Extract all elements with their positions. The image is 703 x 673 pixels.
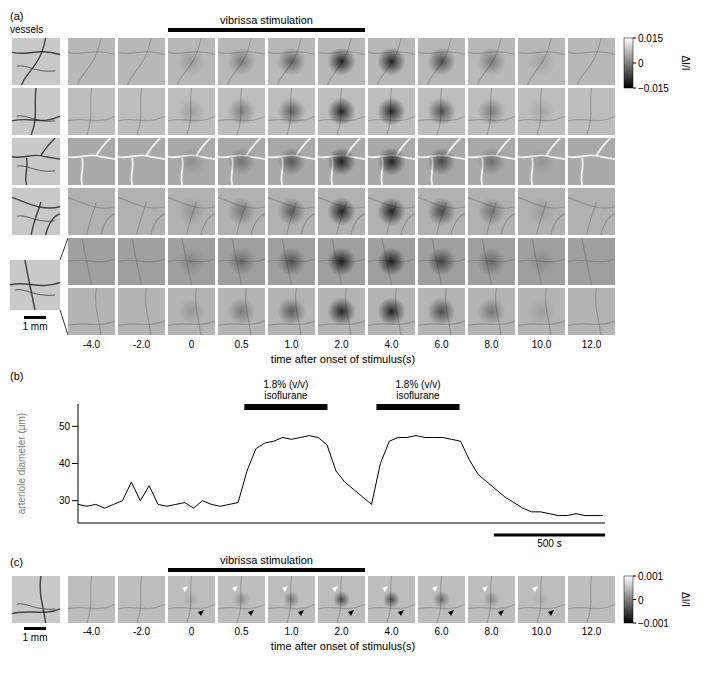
svg-text:(a): (a) — [10, 10, 23, 22]
svg-text:1.8% (v/v)isoflurane: 1.8% (v/v)isoflurane — [395, 379, 440, 401]
svg-text:2.0: 2.0 — [335, 339, 349, 350]
svg-text:12.0: 12.0 — [582, 339, 602, 350]
svg-text:10.0: 10.0 — [532, 339, 552, 350]
svg-text:-4.0: -4.0 — [83, 626, 101, 637]
html-text:(b): (b) — [10, 370, 24, 382]
svg-text:ΔI/I: ΔI/I — [680, 55, 691, 70]
svg-text:0.5: 0.5 — [235, 626, 249, 637]
svg-text:6.0: 6.0 — [435, 626, 449, 637]
svg-text:vibrissa stimulation: vibrissa stimulation — [220, 554, 313, 566]
svg-text:vessels: vessels — [10, 24, 43, 35]
svg-text:6.0: 6.0 — [435, 339, 449, 350]
svg-text:2.0: 2.0 — [335, 626, 349, 637]
svg-text:500 s: 500 s — [537, 538, 561, 549]
svg-text:1.0: 1.0 — [285, 339, 299, 350]
svg-text:0: 0 — [189, 339, 195, 350]
svg-text:0: 0 — [189, 626, 195, 637]
svg-text:arteriole diameter (μm): arteriole diameter (μm) — [16, 413, 27, 514]
svg-text:-2.0: -2.0 — [133, 626, 151, 637]
svg-text:0: 0 — [638, 595, 644, 606]
svg-text:12.0: 12.0 — [582, 626, 602, 637]
svg-text:-4.0: -4.0 — [83, 339, 101, 350]
svg-text:10.0: 10.0 — [532, 626, 552, 637]
svg-text:0.001: 0.001 — [638, 571, 663, 582]
svg-text:0.015: 0.015 — [638, 33, 663, 44]
svg-text:time after onset of stimulus(s: time after onset of stimulus(s) — [271, 640, 415, 652]
svg-text:time after onset of stimulus(s: time after onset of stimulus(s) — [271, 353, 415, 365]
svg-text:50: 50 — [59, 421, 71, 432]
svg-text:8.0: 8.0 — [485, 339, 499, 350]
svg-text:−0.001: −0.001 — [638, 618, 669, 629]
svg-text:1.8% (v/v)isoflurane: 1.8% (v/v)isoflurane — [263, 379, 308, 401]
svg-text:4.0: 4.0 — [385, 626, 399, 637]
svg-text:vibrissa stimulation: vibrissa stimulation — [220, 14, 313, 26]
svg-text:1.0: 1.0 — [285, 626, 299, 637]
svg-text:30: 30 — [59, 495, 71, 506]
svg-text:-2.0: -2.0 — [133, 339, 151, 350]
svg-text:(c): (c) — [10, 556, 23, 568]
svg-text:1 mm: 1 mm — [23, 632, 48, 643]
svg-text:0: 0 — [638, 58, 644, 69]
svg-text:8.0: 8.0 — [485, 626, 499, 637]
svg-text:40: 40 — [59, 458, 71, 469]
svg-text:ΔI/I: ΔI/I — [680, 592, 691, 607]
svg-text:0.5: 0.5 — [235, 339, 249, 350]
svg-text:1 mm: 1 mm — [23, 321, 48, 332]
svg-text:−0.015: −0.015 — [638, 83, 669, 94]
svg-text:4.0: 4.0 — [385, 339, 399, 350]
